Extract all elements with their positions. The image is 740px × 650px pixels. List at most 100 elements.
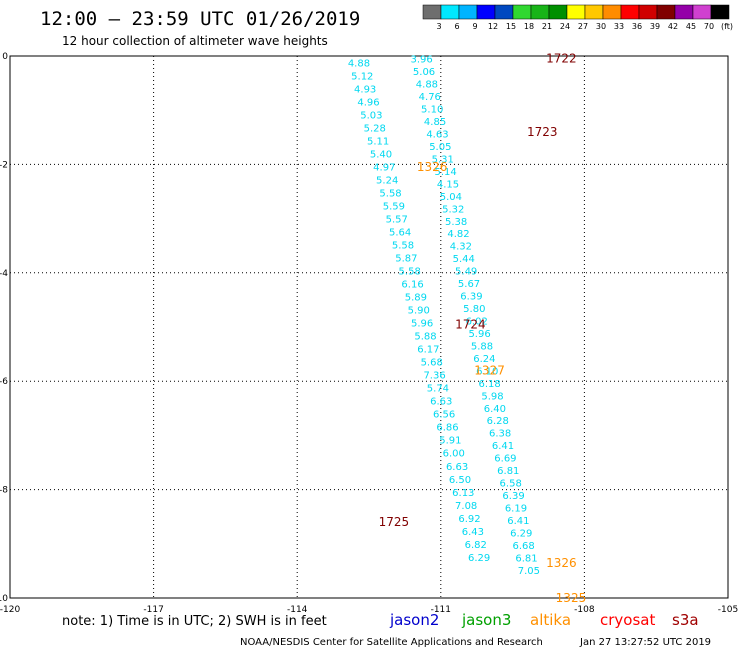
- swh-value: 7.08: [455, 501, 477, 512]
- swh-value: 5.80: [463, 304, 485, 315]
- swh-value: 5.87: [395, 254, 417, 265]
- swh-value: 5.58: [399, 267, 421, 278]
- swh-value: 5.40: [370, 150, 392, 161]
- time-label: 1725: [379, 515, 410, 529]
- swh-value: 6.02: [466, 316, 488, 327]
- footer-timestamp: Jan 27 13:27:52 UTC 2019: [579, 637, 711, 648]
- chart-title: 12:00 – 23:59 UTC 01/26/2019: [40, 8, 360, 30]
- time-labels: 1722 1723 1326 1724 1327 1725 1326 1325: [379, 52, 587, 605]
- colorbar-label: 27: [578, 22, 588, 31]
- y-tick-label: -2: [0, 160, 8, 170]
- colorbar-swatch: [638, 4, 658, 20]
- swh-value: 7.36: [423, 371, 445, 382]
- colorbar-label: 18: [524, 22, 534, 31]
- x-tick-label: -117: [143, 605, 163, 615]
- swh-value: 5.91: [439, 436, 461, 447]
- swh-value: 5.49: [455, 267, 477, 278]
- colorbar-label: 36: [632, 22, 642, 31]
- swh-value: 6.81: [515, 553, 537, 564]
- colorbar-swatch: [548, 4, 568, 20]
- plot-frame: [9, 55, 729, 599]
- swh-value: 5.59: [383, 202, 405, 213]
- x-tick-label: -120: [0, 605, 20, 615]
- satellite-legend: jason2 jason3 altika cryosat s3a: [389, 611, 699, 629]
- swh-value: 4.85: [424, 117, 446, 128]
- swh-value: 5.14: [434, 167, 456, 178]
- swh-value: 5.67: [458, 279, 480, 290]
- swh-value: 5.96: [468, 329, 490, 340]
- swh-value: 5.24: [376, 176, 398, 187]
- swh-value: 5.68: [421, 358, 443, 369]
- x-tick-label: -111: [431, 605, 451, 615]
- swh-value: 6.41: [492, 441, 514, 452]
- y-tick-label: -8: [0, 486, 8, 496]
- swh-value: 5.38: [445, 217, 467, 228]
- colorbar-swatch: [458, 4, 478, 20]
- colorbar-label: (ft): [721, 22, 733, 31]
- colorbar-label: 45: [686, 22, 696, 31]
- colorbar-label: 39: [650, 22, 660, 31]
- swh-value: 6.68: [512, 541, 534, 552]
- swh-value: 4.96: [357, 98, 379, 109]
- swh-value: 6.81: [497, 466, 519, 477]
- y-tick-label: -6: [0, 377, 8, 387]
- swh-value: 4.82: [447, 229, 469, 240]
- swh-value: 6.29: [468, 553, 490, 564]
- swh-value: 5.10: [421, 105, 443, 116]
- swh-value: 6.18: [478, 379, 500, 390]
- swh-value: 5.12: [351, 72, 373, 83]
- colorbar-label: 42: [668, 22, 678, 31]
- swh-value: 6.40: [484, 404, 506, 415]
- time-label: 1723: [527, 125, 558, 139]
- swh-value: 4.63: [426, 130, 448, 141]
- swh-value: 4.32: [450, 242, 472, 253]
- y-tick-label: 0: [2, 52, 8, 62]
- swh-value: 5.05: [429, 142, 451, 153]
- swh-value: 5.98: [481, 391, 503, 402]
- swh-value: 6.50: [449, 475, 471, 486]
- time-label: 1326: [417, 160, 448, 174]
- chart-subtitle: 12 hour collection of altimeter wave hei…: [62, 34, 328, 48]
- swh-value: 6.58: [500, 479, 522, 490]
- swh-value: 5.32: [442, 204, 464, 215]
- swh-value: 4.93: [354, 85, 376, 96]
- swh-value: 4.97: [373, 163, 395, 174]
- swh-value: 6.39: [460, 292, 482, 303]
- swh-value: 4.88: [416, 80, 438, 91]
- satellite-legend-s3a: s3a: [672, 611, 699, 629]
- swh-value: 5.31: [432, 154, 454, 165]
- swh-value: 5.96: [411, 319, 433, 330]
- swh-value: 4.76: [419, 92, 441, 103]
- swh-value: 5.58: [379, 189, 401, 200]
- colorbar-label: 12: [488, 22, 498, 31]
- swh-value: 7.05: [518, 566, 540, 577]
- time-label: 1722: [546, 52, 577, 66]
- swh-value: 6.24: [473, 354, 495, 365]
- swh-value: 5.06: [413, 67, 435, 78]
- swh-values: 3.965.064.884.765.104.854.635.055.315.14…: [348, 55, 540, 577]
- colorbar-label: 3: [436, 22, 441, 31]
- y-axis-ticks: 0 -2 -4 -6 -8 -10: [0, 52, 8, 604]
- time-label: 1327: [474, 363, 505, 377]
- time-label: 1724: [455, 317, 486, 331]
- swh-value: 4.88: [348, 59, 370, 70]
- swh-value: 6.92: [458, 514, 480, 525]
- x-tick-label: -114: [287, 605, 308, 615]
- swh-value: 6.16: [401, 280, 423, 291]
- y-tick-label: -10: [0, 594, 8, 604]
- plot-area: -120 -117 -114 -111 -108 -105 0 -2 -4 -6 -8 -10 3.…: [0, 52, 738, 615]
- swh-value: 4.15: [437, 179, 459, 190]
- colorbar-label: 33: [614, 22, 624, 31]
- footer-credit: NOAA/NESDIS Center for Satellite Applica…: [240, 637, 543, 648]
- swh-value: 6.13: [452, 488, 474, 499]
- colorbar-swatch: [422, 4, 442, 20]
- swh-value: 5.64: [389, 228, 411, 239]
- swh-value: 3.96: [411, 55, 433, 66]
- colorbar-label: 24: [560, 22, 570, 31]
- colorbar-swatch: [620, 4, 640, 20]
- swh-value: 6.63: [446, 462, 468, 473]
- colorbar-swatch: [584, 4, 604, 20]
- swh-value: 5.04: [440, 192, 462, 203]
- satellite-legend-jason3: jason3: [461, 611, 511, 629]
